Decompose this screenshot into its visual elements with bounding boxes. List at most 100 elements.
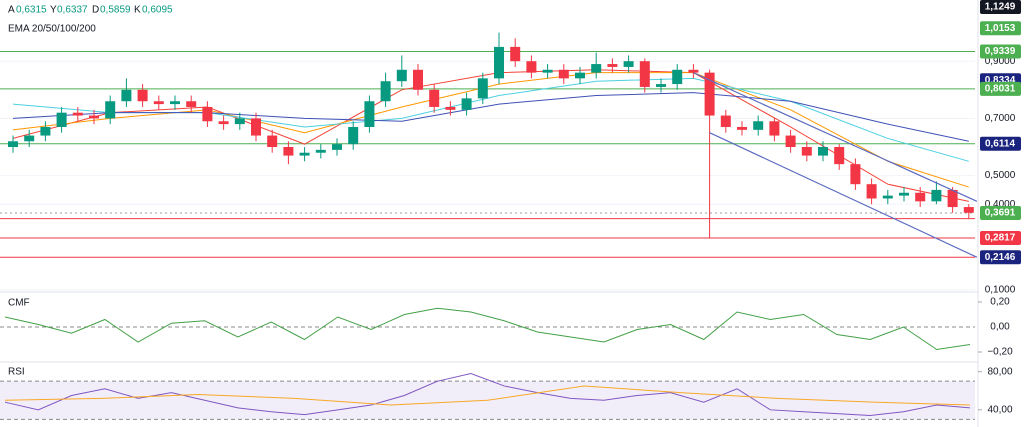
candle-body [753,121,764,130]
price-label: 0,2146 [985,252,1016,263]
trendline [709,132,978,258]
candle-body [623,61,634,67]
candle-body [348,126,359,145]
candle-body [445,106,456,110]
candle-body [283,147,294,156]
candle-body [251,118,261,136]
candle-body [591,64,602,73]
pane-title: CMF [8,298,30,309]
candle-body [332,144,342,150]
y-tick-label: 40,00 [987,404,1012,415]
price-label: 1,1249 [985,2,1016,13]
candle-body [769,121,780,136]
candle-body [850,164,861,185]
candle-body [882,195,893,199]
candle-body [380,81,391,102]
candle-body [494,46,504,79]
candle-body [8,141,18,147]
ohlc-key: Y [50,5,57,16]
candle-body [477,78,488,99]
pane-title: RSI [8,367,25,378]
candle-body [121,89,132,102]
candle-body [720,115,731,127]
candle-body [931,189,942,202]
price-label-box [980,21,1021,36]
indicator-line [4,385,971,406]
candle-body [105,101,116,119]
y-tick-label: 0,9000 [985,56,1016,67]
candle-body [704,72,715,116]
candle-body [639,61,650,87]
candle-body [89,115,99,119]
candle-body [429,89,440,107]
ohlc-value: 0,6095 [142,5,173,16]
candle-body [24,135,35,142]
candle-body [234,118,245,125]
trendline [693,72,978,202]
candle-body [299,152,310,156]
candle-body [218,121,229,125]
y-tick-label: 0,5000 [985,170,1016,181]
candle-body [510,46,521,62]
candle-body [785,135,796,147]
candle-body [963,207,974,213]
ohlc-key: K [134,5,141,16]
price-label: 1,0153 [985,23,1016,34]
candle-body [947,189,958,208]
ohlc-value: 0,6315 [16,5,47,16]
ema-line [12,92,969,142]
candle-body [607,64,618,67]
price-label: 0,6114 [985,138,1015,149]
candle-body [186,101,197,107]
candle-body [866,184,877,199]
ohlc-key: D [92,5,99,16]
candle-body [315,149,326,153]
y-tick-label: 0,20 [990,297,1010,308]
y-tick-label: 0,00 [990,322,1010,333]
ohlc-value: 0,5859 [100,5,131,16]
candle-body [818,147,828,156]
price-label-box [980,0,1021,14]
y-tick-label: −0,20 [987,347,1013,358]
candle-body [396,69,407,82]
candle-body [801,147,812,156]
candle-body [40,126,51,136]
indicator-line [4,373,971,417]
candle-body [834,147,845,165]
price-label: 0,8334 [985,75,1016,86]
y-tick-label: 0,7000 [985,113,1016,124]
candle-body [575,72,585,79]
y-tick-label: 0,1000 [985,285,1016,296]
candle-body [915,192,926,202]
price-label: 0,2817 [985,233,1016,244]
indicator-line [4,307,971,351]
candle-body [899,192,909,196]
candle-body [413,69,423,90]
price-label-box [980,231,1021,246]
indicator-legend: EMA 20/50/100/200 [8,24,96,35]
candle-body [267,135,278,147]
candle-body [364,101,375,127]
candle-body [526,61,537,73]
y-tick-label: 80,00 [987,366,1012,377]
candle-body [72,112,83,116]
candle-body [542,69,553,73]
ohlc-key: A [8,5,15,16]
candle-body [737,126,747,130]
candle-body [153,101,164,105]
candle-body [672,69,683,85]
price-label-box [980,206,1021,221]
price-label-box [980,250,1021,265]
price-label: 0,3691 [985,208,1016,219]
ohlc-value: 0,6337 [57,5,88,16]
candle-body [656,84,666,87]
price-label: 0,9339 [985,46,1016,57]
candle-body [688,69,699,73]
price-label: 0,8031 [985,84,1016,95]
candle-body [202,106,213,122]
candle-body [461,98,472,110]
candle-body [558,69,569,79]
candle-body [170,101,180,105]
